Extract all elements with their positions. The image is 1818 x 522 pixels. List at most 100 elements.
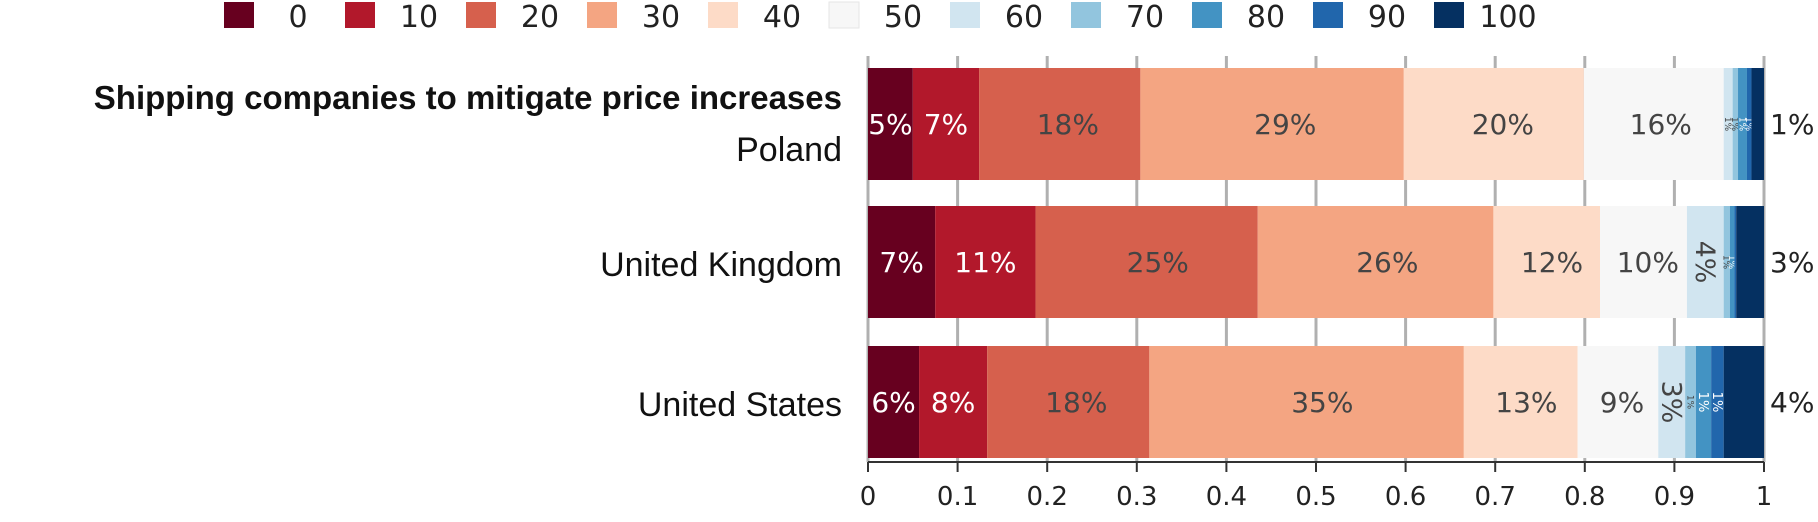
- x-tick-label: 0.1: [937, 482, 978, 512]
- x-tick-label: 0: [860, 482, 877, 512]
- data-label: 18%: [1045, 386, 1107, 419]
- data-label: 6%: [871, 386, 915, 419]
- legend-label: 100: [1479, 0, 1536, 35]
- data-label: 20%: [1472, 108, 1534, 141]
- data-label: 13%: [1495, 386, 1557, 419]
- legend-label: 80: [1247, 0, 1285, 35]
- bar-segment: [1685, 346, 1696, 458]
- bar-segment: [987, 346, 1150, 458]
- data-label: 12%: [1521, 246, 1583, 279]
- bar-segment: [1729, 206, 1735, 318]
- legend-swatch: [345, 2, 375, 28]
- legend-label: 50: [884, 0, 922, 35]
- data-label: 1%: [1709, 392, 1724, 413]
- bar-segment: [1583, 68, 1724, 180]
- legend-swatch: [587, 2, 617, 28]
- x-tick-label: 0.3: [1116, 482, 1157, 512]
- data-label: 18%: [1037, 108, 1099, 141]
- legend-swatch: [1434, 2, 1464, 28]
- bar-segment: [1723, 68, 1733, 180]
- data-label: 8%: [931, 386, 975, 419]
- bar-segment: [1493, 206, 1601, 318]
- legend: 0 10 20 30 40 50 60 70 80 90 100: [224, 0, 1537, 35]
- bar-segment: [1734, 206, 1737, 318]
- x-tick-label: 0.5: [1295, 482, 1336, 512]
- data-label: 35%: [1291, 386, 1353, 419]
- bar-segment: [979, 68, 1141, 180]
- data-label: 9%: [1600, 386, 1644, 419]
- bar-segment: [1257, 206, 1494, 318]
- legend-label: 10: [400, 0, 438, 35]
- data-label: 7%: [924, 108, 968, 141]
- data-label: 1%: [1729, 117, 1739, 132]
- x-axis: 0 0.1 0.2 0.3 0.4 0.5 0.6 0.7 0.8 0.9 1: [860, 461, 1773, 512]
- bar-segment: [1686, 206, 1724, 318]
- bar-segment: [1577, 346, 1659, 458]
- bar-segment: [1140, 68, 1404, 180]
- x-tick-label: 0.2: [1027, 482, 1068, 512]
- data-label: 1%: [1743, 117, 1753, 132]
- data-label: 10%: [1617, 246, 1679, 279]
- data-label: 16%: [1630, 108, 1692, 141]
- bar-segment: [1711, 346, 1724, 458]
- legend-label: 90: [1368, 0, 1406, 35]
- legend-label: 20: [521, 0, 559, 35]
- bar-segment: [935, 206, 1036, 318]
- bar-segment: [1723, 346, 1764, 458]
- legend-label: 70: [1126, 0, 1164, 35]
- category-label: Poland: [736, 131, 842, 169]
- x-tick-label: 0.8: [1564, 482, 1605, 512]
- legend-swatch: [708, 2, 738, 28]
- data-label: 25%: [1127, 246, 1189, 279]
- bar-segment: [1695, 346, 1712, 458]
- data-label: 5%: [868, 108, 912, 141]
- legend-label: 0: [288, 0, 307, 35]
- bars: 5% 7% 18% 29% 20% 16% 1%1%1%1%7% 11% 25% 26% 12% 10…: [868, 68, 1764, 458]
- legend-label: 60: [1005, 0, 1043, 35]
- bar-segment: [919, 346, 988, 458]
- bar-segment: [1149, 346, 1464, 458]
- x-tick-label: 0.7: [1475, 482, 1516, 512]
- bar-segment: [1658, 346, 1686, 458]
- bar-segment: [868, 206, 936, 318]
- outside-label: 3%: [1770, 246, 1814, 279]
- data-label: 3%: [1655, 381, 1686, 424]
- bar-segment: [1723, 206, 1730, 318]
- chart-title: Shipping companies to mitigate price inc…: [94, 79, 842, 116]
- bar-segment: [868, 68, 913, 180]
- bar-segment: [868, 346, 920, 458]
- bar-segment: [912, 68, 980, 180]
- outside-label: 1%: [1770, 108, 1814, 141]
- data-label: 1%: [1722, 117, 1732, 132]
- legend-label: 30: [642, 0, 680, 35]
- x-tick-label: 0.9: [1654, 482, 1695, 512]
- bar-segment: [1463, 346, 1578, 458]
- legend-swatch: [224, 2, 254, 28]
- x-tick-label: 0.6: [1385, 482, 1426, 512]
- bar-segment: [1403, 68, 1584, 180]
- legend-swatch: [828, 1, 860, 29]
- bar-segment: [1035, 206, 1258, 318]
- legend-swatch: [1071, 2, 1101, 28]
- legend-label: 40: [763, 0, 801, 35]
- x-tick-label: 0.4: [1206, 482, 1247, 512]
- category-label: United Kingdom: [600, 246, 842, 284]
- data-label: 4%: [1689, 241, 1720, 284]
- data-label: 11%: [954, 246, 1016, 279]
- data-label: 1%: [1684, 395, 1694, 410]
- data-label: 29%: [1254, 108, 1316, 141]
- bar-segment: [1751, 68, 1764, 180]
- data-label: 1%: [1721, 255, 1731, 270]
- data-label: 7%: [879, 246, 923, 279]
- data-label: 1%: [1736, 117, 1746, 132]
- category-label: United States: [638, 386, 842, 424]
- data-label: 1%: [1726, 255, 1736, 270]
- legend-swatch: [950, 2, 980, 28]
- x-tick-label: 1: [1756, 482, 1773, 512]
- legend-swatch: [1313, 2, 1343, 28]
- data-label: 1%: [1695, 392, 1710, 413]
- data-label: 26%: [1356, 246, 1418, 279]
- bar-segment: [1738, 68, 1747, 180]
- bar-segment: [1600, 206, 1687, 318]
